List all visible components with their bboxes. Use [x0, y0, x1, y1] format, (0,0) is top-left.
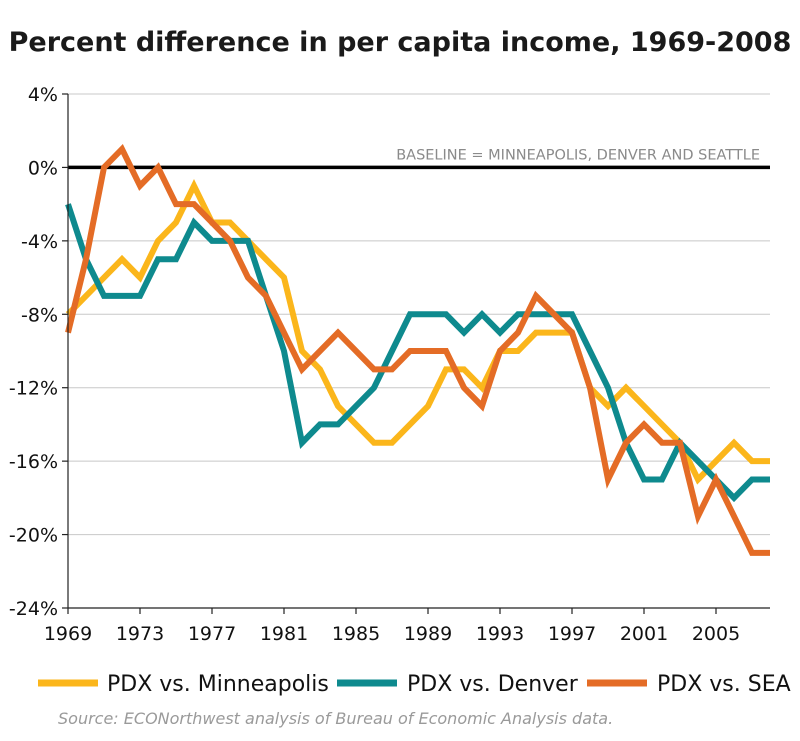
legend: PDX vs. Minneapolis PDX vs. Denver PDX vs.…: [38, 672, 791, 697]
y-tick-label-1: 0%: [28, 157, 58, 179]
baseline-label: BASELINE = MINNEAPOLIS, DENVER AND SEATT…: [396, 147, 760, 163]
x-tick-label-0: 1969: [44, 623, 92, 645]
legend-label-2: PDX vs. SEA: [657, 672, 791, 697]
y-tick-label-5: -16%: [9, 451, 58, 473]
y-tick-label-4: -12%: [9, 378, 58, 400]
x-tick-label-9: 2005: [692, 623, 740, 645]
y-tick-label-0: 4%: [28, 84, 58, 106]
y-tick-labels: 4% 0% -4% -8% -12% -16% -20% -24%: [9, 84, 58, 620]
y-tick-label-6: -20%: [9, 525, 58, 547]
chart-title: Percent difference in per capita income,…: [9, 27, 792, 58]
x-tick-label-5: 1989: [404, 623, 452, 645]
series-lines: [65, 143, 770, 556]
series-line-0: [65, 178, 770, 485]
x-tick-label-6: 1993: [476, 623, 524, 645]
x-tick-label-7: 1997: [548, 623, 596, 645]
x-tick-label-8: 2001: [620, 623, 668, 645]
x-tick-label-3: 1981: [260, 623, 308, 645]
x-tick-label-4: 1985: [332, 623, 380, 645]
x-tick-labels: 1969 1973 1977 1981 1985 1989 1993 1997 2001 2005: [44, 608, 740, 645]
y-tick-label-3: -8%: [21, 304, 58, 326]
source-note: Source: ECONorthwest analysis of Bureau …: [58, 709, 613, 728]
y-tick-label-2: -4%: [21, 231, 58, 253]
x-tick-label-2: 1977: [188, 623, 236, 645]
legend-label-0: PDX vs. Minneapolis: [107, 672, 329, 697]
series-line-1: [65, 203, 770, 503]
series-line-2: [65, 143, 770, 556]
y-tick-label-7: -24%: [9, 598, 58, 620]
x-tick-label-1: 1973: [116, 623, 164, 645]
legend-label-1: PDX vs. Denver: [407, 672, 579, 697]
